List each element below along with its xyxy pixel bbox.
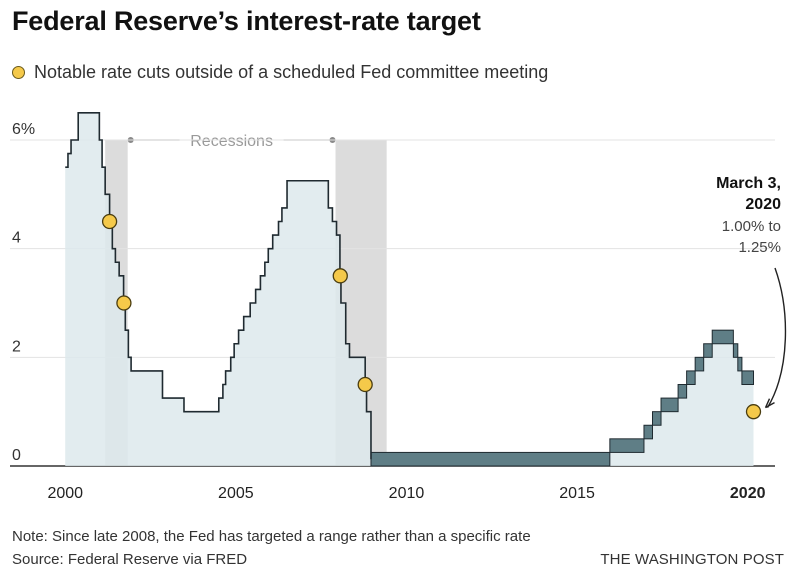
publisher-credit: THE WASHINGTON POST (600, 551, 784, 568)
target-range-band-7 (686, 370, 696, 385)
target-range-band-1 (370, 451, 611, 467)
y-tick-label: 2 (12, 338, 21, 355)
target-range-band-11 (732, 343, 739, 358)
target-range-band-10 (711, 329, 734, 345)
target-range-band-3 (643, 424, 653, 440)
emergency-cut-point-5 (745, 404, 762, 420)
x-tick-label: 2015 (559, 485, 595, 502)
x-tick-label: 2020 (730, 485, 766, 502)
emergency-cut-point-1 (101, 213, 118, 230)
y-tick-label: 4 (12, 230, 21, 247)
annotation-arrowhead-icon (764, 398, 775, 409)
target-range-band-12 (737, 356, 743, 372)
emergency-cut-point-3 (332, 268, 348, 284)
annotation-detail-line1: 1.00% to (722, 218, 781, 235)
source-line: Source: Federal Reserve via FRED (12, 551, 248, 568)
target-range-band-2 (609, 438, 645, 453)
target-range-band-6 (677, 384, 688, 399)
target-range-band-8 (694, 356, 705, 372)
recessions-label: Recessions (190, 133, 273, 150)
target-range-band-13 (741, 370, 755, 385)
target-range-band-9 (703, 343, 713, 358)
y-tick-label: 0 (12, 447, 21, 464)
legend: Notable rate cuts outside of a scheduled… (12, 60, 548, 84)
footnote: Note: Since late 2008, the Fed has targe… (12, 528, 531, 545)
target-range-band-4 (651, 411, 662, 426)
annotation-detail-line2: 1.25% (738, 239, 781, 256)
chart-title: Federal Reserve’s interest-rate target (12, 6, 481, 36)
legend-dot-icon (12, 65, 25, 79)
y-tick-label: 6% (12, 121, 35, 138)
target-range-band-5 (660, 397, 679, 413)
x-tick-label: 2005 (218, 485, 254, 502)
annotation-date-line2: 2020 (745, 196, 781, 213)
legend-label: Notable rate cuts outside of a scheduled… (34, 61, 549, 82)
annotation-date-line1: March 3, (716, 175, 781, 192)
emergency-cut-point-4 (357, 376, 373, 393)
x-tick-label: 2000 (47, 485, 83, 502)
emergency-cut-point-2 (116, 295, 132, 311)
rate-area (65, 112, 754, 466)
annotation-arrow (766, 267, 787, 409)
x-tick-label: 2010 (389, 485, 425, 502)
